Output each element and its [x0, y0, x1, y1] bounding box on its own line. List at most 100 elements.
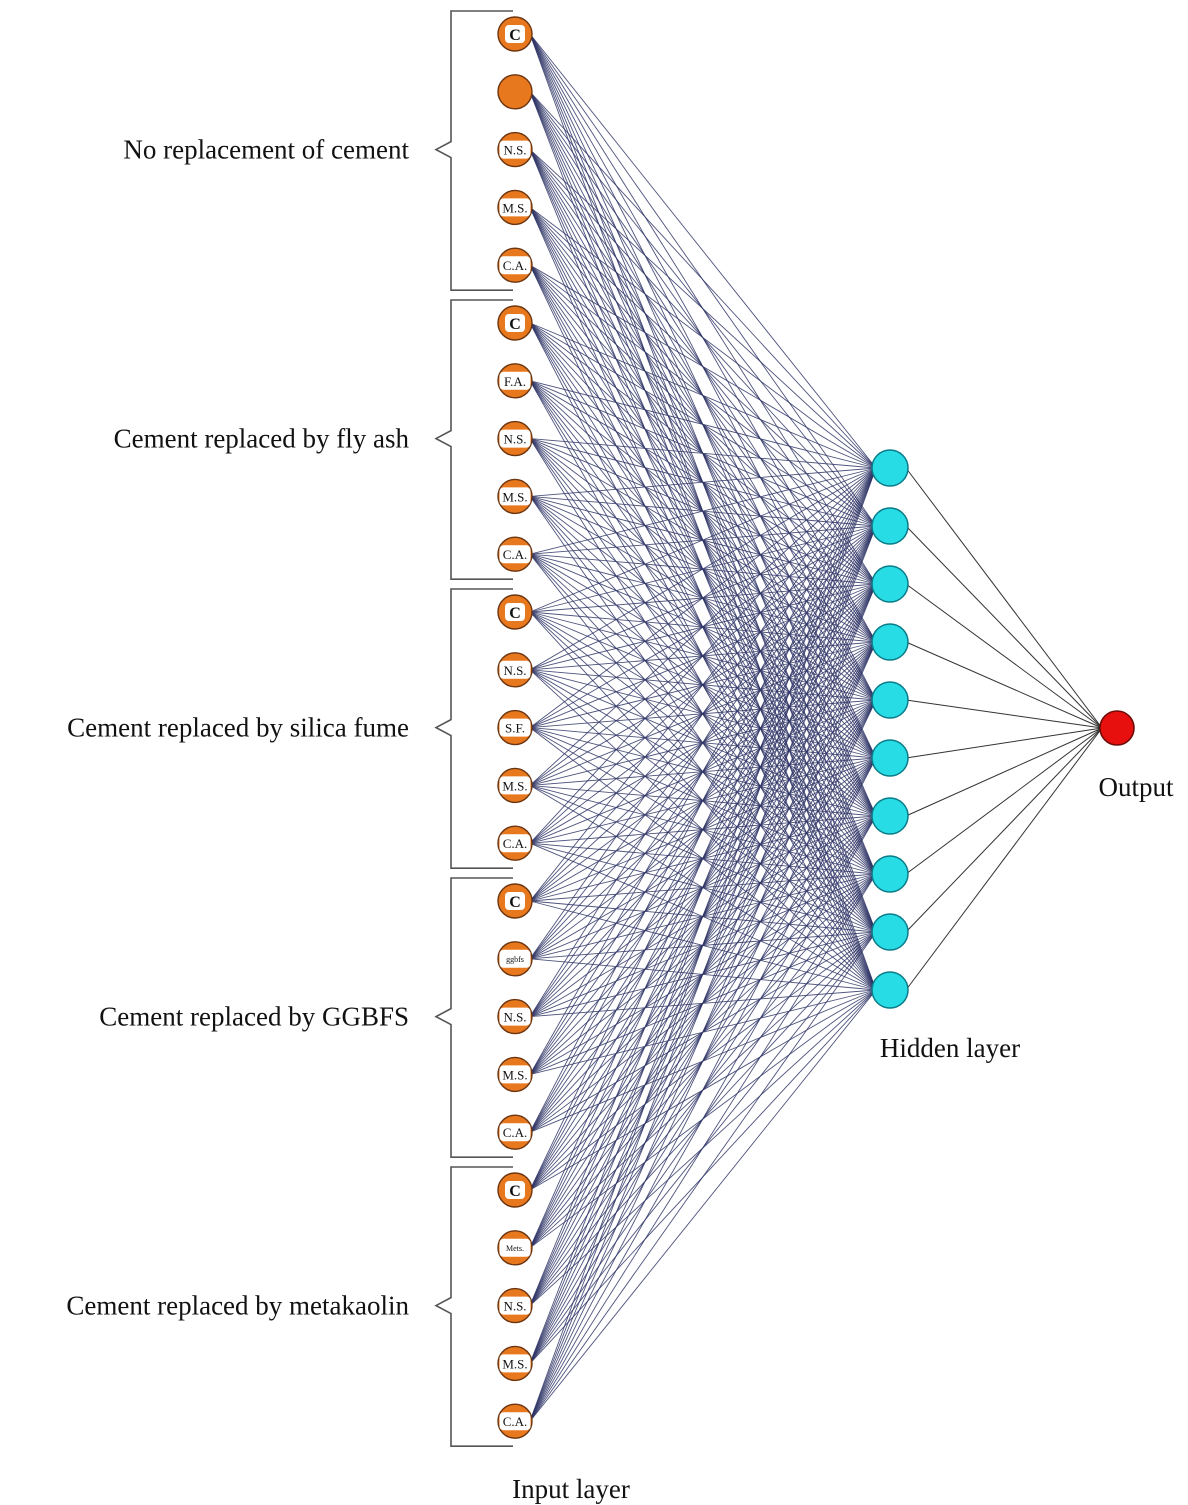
input-node-label-bg [499, 718, 531, 737]
connection-input-24-hidden-3 [529, 641, 877, 1422]
group-label-0: No replacement of cement [123, 135, 409, 165]
connection-input-3-hidden-0 [529, 207, 877, 469]
input-node-label: C.A. [503, 547, 528, 562]
connection-input-24-hidden-4 [529, 699, 877, 1422]
hidden-layer-nodes [871, 449, 909, 1009]
connection-hidden-4-output [905, 699, 1103, 729]
connection-hidden-3-output [905, 641, 1103, 729]
input-node: F.A. [497, 363, 533, 399]
group-label-3: Cement replaced by GGBFS [99, 1002, 409, 1032]
input-node-label-bg [499, 1238, 531, 1257]
connection-input-2-hidden-0 [529, 149, 877, 469]
input-node-label-bg [499, 1123, 531, 1142]
input-node: C [497, 883, 533, 919]
connection-input-17-hidden-0 [529, 467, 877, 1017]
connection-input-14-hidden-0 [529, 467, 877, 844]
connection-input-24-hidden-8 [529, 931, 877, 1422]
group-label-4: Cement replaced by metakaolin [66, 1291, 409, 1321]
hidden-node-3 [871, 623, 909, 661]
input-node [497, 74, 533, 110]
input-node-label-bg [499, 429, 531, 448]
connection-input-24-hidden-9 [529, 989, 877, 1422]
hidden-node-5 [871, 739, 909, 777]
input-node-label-bg [499, 834, 531, 853]
input-node-label-bg [499, 545, 531, 564]
connection-hidden-6-output [905, 727, 1103, 817]
connection-input-24-hidden-1 [529, 525, 877, 1422]
input-node-label: C.A. [503, 1414, 528, 1429]
input-node: N.S. [497, 1287, 533, 1324]
input-node-label: C [509, 27, 521, 44]
output-label: Output [1098, 772, 1174, 802]
output-node [1099, 710, 1135, 746]
input-node-label: C.A. [503, 1125, 528, 1140]
input-node-label: M.S. [502, 778, 527, 793]
input-node-label-bg [505, 314, 525, 332]
input-node-label-bg [505, 892, 525, 910]
input-node: M.S. [497, 1056, 533, 1093]
input-node: C.A. [497, 247, 533, 283]
input-node-label-bg [505, 1181, 525, 1199]
connection-input-1-hidden-0 [529, 91, 877, 469]
input-node-label-bg [499, 949, 531, 968]
connection-hidden-2-output [905, 583, 1103, 729]
input-layer-nodes: C N.S. M.S. C.A. C F.A. N.S. M.S. C.A. C N.S. S.F. M… [497, 16, 533, 1439]
input-node-label: M.S. [502, 1356, 527, 1371]
input-node-label-bg [499, 1354, 531, 1373]
input-node-label-bg [499, 371, 531, 390]
connection-input-6-hidden-0 [529, 380, 877, 469]
input-node: Mets. [497, 1230, 533, 1266]
input-node-label-bg [499, 140, 531, 159]
connection-input-21-hidden-0 [529, 467, 877, 1248]
input-node-label: N.S. [503, 1299, 526, 1314]
input-node-label-bg [499, 198, 531, 217]
input-node: C.A. [497, 1114, 533, 1150]
connection-input-24-hidden-6 [529, 815, 877, 1422]
group-brackets [434, 10, 513, 1447]
connection-input-11-hidden-0 [529, 467, 877, 671]
input-node-label: S.F. [505, 721, 525, 736]
input-node-label: N.S. [503, 1010, 526, 1025]
hidden-node-9 [871, 971, 909, 1009]
connection-hidden-9-output [905, 727, 1103, 991]
connection-input-24-hidden-2 [529, 583, 877, 1422]
group-bracket-4 [434, 1166, 513, 1447]
connection-input-12-hidden-0 [529, 467, 877, 728]
input-node-label: C [509, 605, 521, 622]
connection-input-19-hidden-0 [529, 467, 877, 1133]
input-node: C [497, 1172, 533, 1208]
input-node-circle [497, 74, 533, 110]
connection-input-7-hidden-0 [529, 438, 877, 469]
hidden-node-8 [871, 913, 909, 951]
input-node: ggbfs [497, 941, 533, 977]
input-node: C.A. [497, 1403, 533, 1439]
group-label-2: Cement replaced by silica fume [67, 713, 409, 743]
connections [529, 33, 1103, 1422]
input-node-label-bg [499, 776, 531, 795]
connection-input-24-hidden-5 [529, 757, 877, 1422]
input-node-label-bg [505, 25, 525, 43]
input-node-label-bg [499, 1412, 531, 1431]
input-node-label: C.A. [503, 836, 528, 851]
connection-input-13-hidden-0 [529, 467, 877, 786]
input-node: C.A. [497, 536, 533, 572]
input-layer-label: Input layer [512, 1474, 630, 1504]
input-node: M.S. [497, 478, 533, 515]
connection-input-24-hidden-0 [529, 467, 877, 1422]
connection-input-24-hidden-7 [529, 873, 877, 1422]
input-node-label: N.S. [503, 663, 526, 678]
connection-input-22-hidden-0 [529, 467, 877, 1306]
input-node-label: C [509, 316, 521, 333]
hidden-layer-label: Hidden layer [880, 1033, 1020, 1063]
hidden-node-6 [871, 797, 909, 835]
input-node: N.S. [497, 131, 533, 168]
group-bracket-0 [434, 10, 513, 291]
input-node-label-bg [499, 487, 531, 506]
input-node-label: N.S. [503, 143, 526, 158]
input-node: N.S. [497, 420, 533, 457]
input-node: C [497, 594, 533, 630]
connection-input-20-hidden-0 [529, 467, 877, 1191]
input-node-label-bg [505, 603, 525, 621]
connection-hidden-1-output [905, 525, 1103, 729]
input-node: M.S. [497, 189, 533, 226]
